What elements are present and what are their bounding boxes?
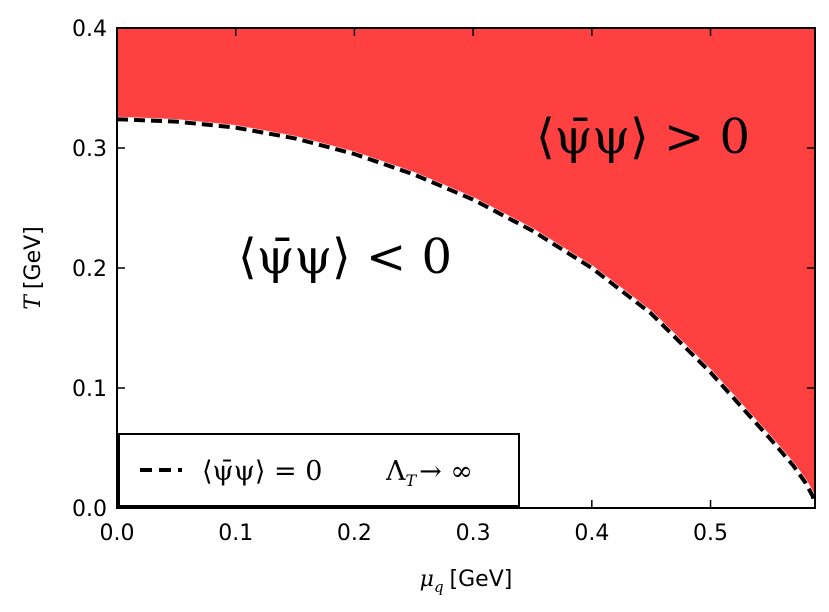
x-tick-label: 0.4: [574, 521, 609, 546]
legend-box: [118, 433, 520, 507]
y-axis-label: T [GeV]: [21, 226, 46, 310]
y-axis-ticks: 0.0 0.1 0.2 0.3 0.4: [72, 17, 815, 522]
region-label-positive: ⟨ψ̄ψ⟩ > 0: [536, 109, 750, 165]
y-axis-symbol: T: [21, 293, 46, 310]
x-tick-label: 0.3: [456, 521, 491, 546]
y-tick-label: 0.3: [72, 137, 107, 162]
y-tick-label: 0.2: [72, 257, 107, 282]
legend-condition-rest: → ∞: [419, 456, 473, 487]
legend-entry-condition: ΛT → ∞: [385, 456, 473, 490]
x-axis-unit: [GeV]: [450, 567, 513, 592]
region-label-negative: ⟨ψ̄ψ⟩ < 0: [238, 229, 452, 285]
x-tick-label: 0.2: [337, 521, 372, 546]
legend-condition-symbol: Λ: [385, 456, 406, 487]
y-axis-unit: [GeV]: [21, 226, 46, 289]
legend-entry-label: ⟨ψ̄ψ⟩ = 0: [202, 456, 322, 487]
region-fill-positive: [117, 28, 815, 508]
boundary-line-dashed: [116, 117, 817, 505]
legend: ⟨ψ̄ψ⟩ = 0 ΛT → ∞: [118, 433, 520, 507]
x-tick-label: 0.1: [218, 521, 253, 546]
x-axis-symbol: μ: [420, 567, 434, 592]
y-tick-label: 0.1: [72, 377, 107, 402]
y-tick-label: 0.0: [72, 497, 107, 522]
x-tick-label: 0.5: [693, 521, 728, 546]
x-axis-label: μq [GeV]: [420, 567, 513, 596]
x-axis-ticks: 0.0 0.1 0.2 0.3 0.4 0.5: [100, 28, 728, 546]
x-axis-subscript: q: [434, 578, 444, 596]
x-tick-label: 0.0: [100, 521, 135, 546]
y-tick-label: 0.4: [72, 17, 107, 42]
legend-condition-subscript: T: [406, 471, 418, 490]
